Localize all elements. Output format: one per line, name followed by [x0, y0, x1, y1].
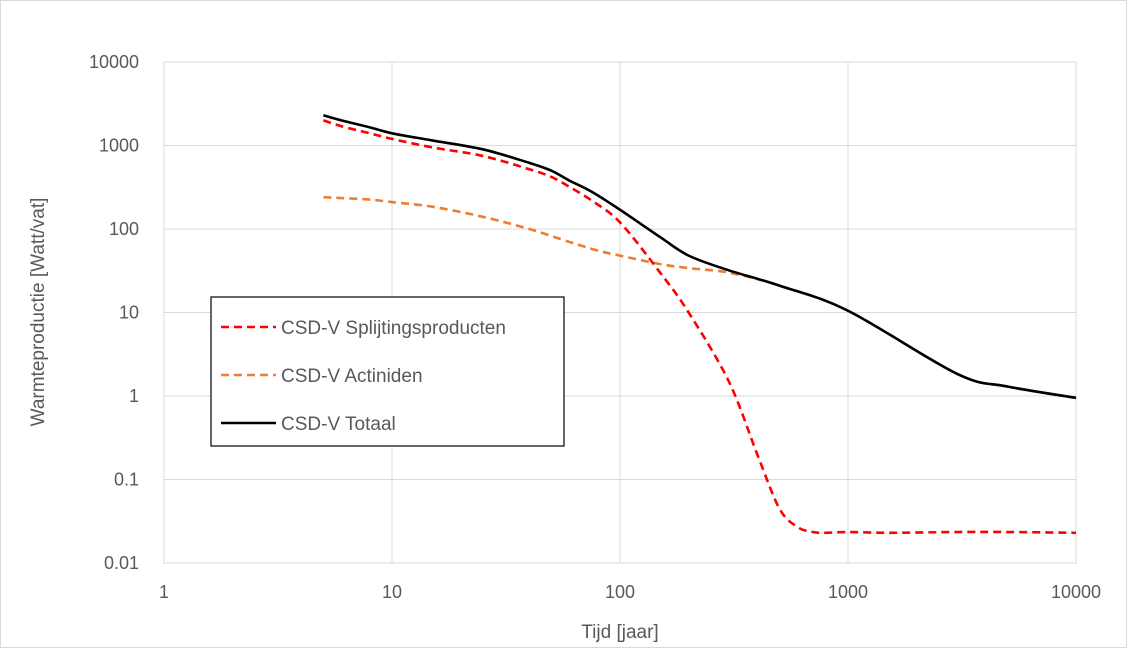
series-line-splijtingsproducten	[322, 119, 1077, 535]
legend-label: CSD-V Totaal	[281, 414, 396, 435]
y-tick-label: 1000	[99, 136, 139, 156]
x-tick-label: 1000	[828, 582, 868, 602]
x-tick-label: 100	[605, 582, 635, 602]
y-tick-label: 0.1	[114, 470, 139, 490]
y-tick-label: 10	[119, 303, 139, 323]
legend: CSD-V Splijtingsproducten CSD-V Actiniden…	[210, 296, 565, 447]
series-layer	[322, 114, 1077, 535]
legend-label: CSD-V Actiniden	[281, 366, 423, 387]
y-tick-label: 0.01	[104, 553, 139, 573]
axis-layer: 1 10 100 1000 10000 0.01 0.1 1 10 100 1000 10000	[89, 52, 1101, 602]
x-tick-label: 10000	[1051, 582, 1101, 602]
y-axis-title: Warmteproductie [Watt/vat]	[28, 198, 49, 427]
x-tick-label: 1	[159, 582, 169, 602]
series-line-totaal	[323, 114, 1077, 400]
y-tick-label: 1	[129, 386, 139, 406]
y-tick-label: 10000	[89, 52, 139, 72]
legend-label: CSD-V Splijtingsproducten	[281, 318, 506, 339]
legend-box	[210, 296, 565, 447]
x-axis-title: Tijd [jaar]	[581, 622, 658, 643]
x-tick-label: 10	[382, 582, 402, 602]
y-tick-label: 100	[109, 219, 139, 239]
